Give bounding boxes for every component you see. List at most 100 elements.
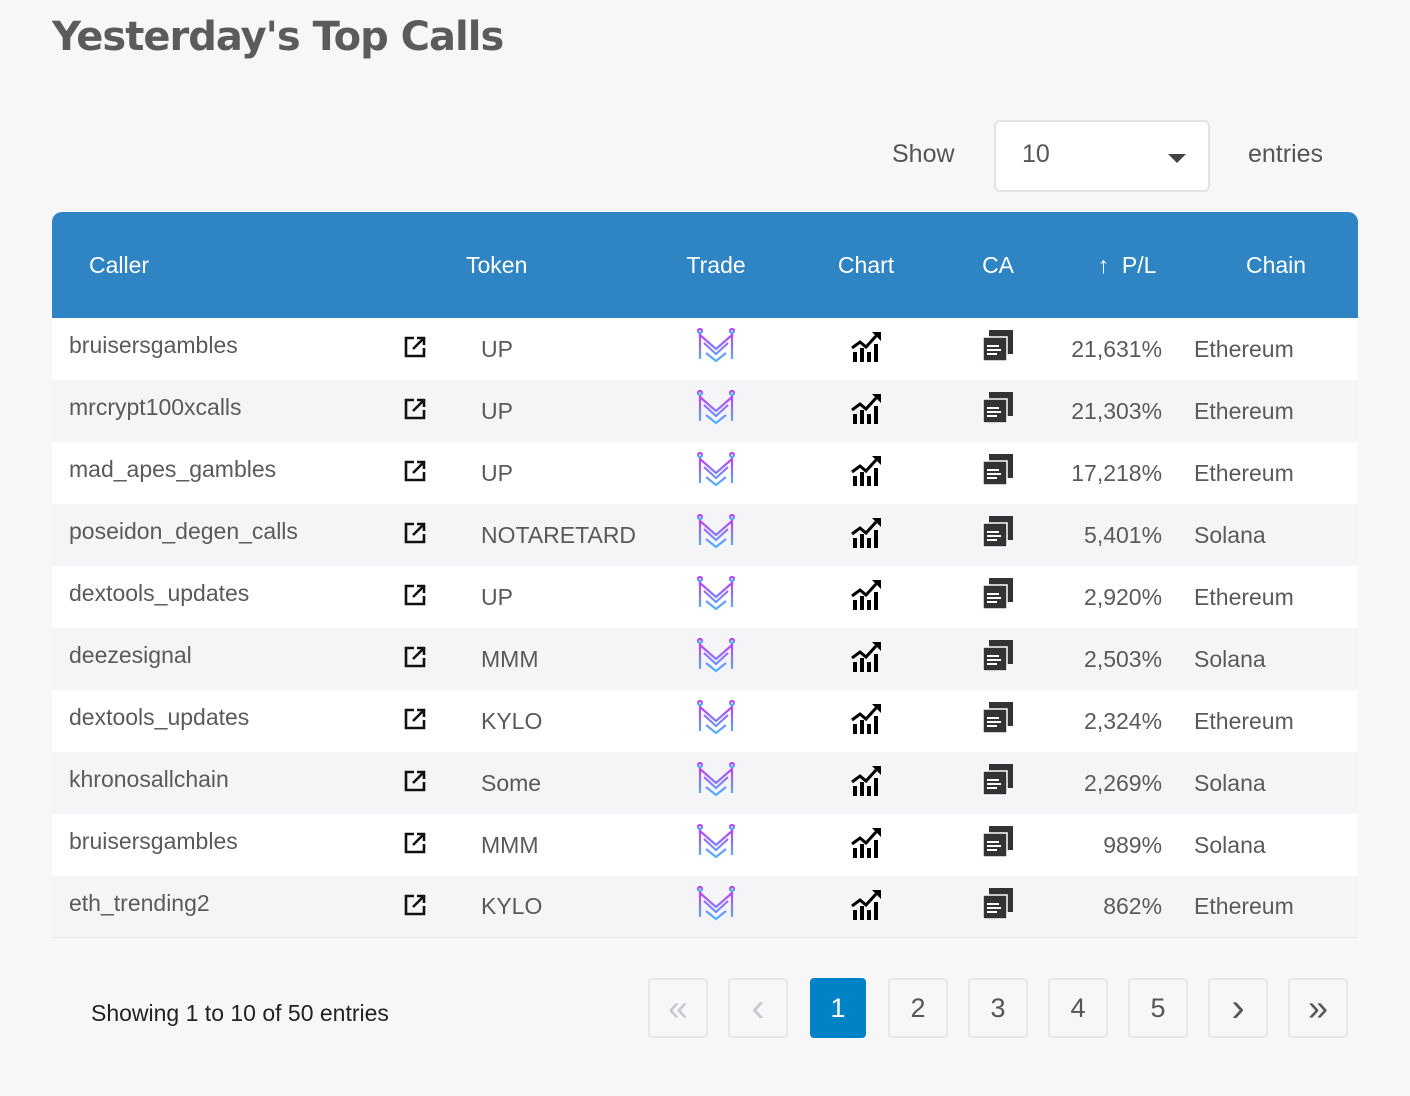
copy-ca-icon[interactable] — [936, 628, 1061, 690]
chain: Solana — [1194, 628, 1358, 690]
trade-icon[interactable] — [636, 814, 797, 876]
chart-icon[interactable] — [796, 628, 937, 690]
col-caller[interactable]: Caller — [52, 212, 426, 318]
chart-icon[interactable] — [796, 380, 937, 442]
external-link-icon[interactable] — [402, 582, 428, 614]
token: MMM — [426, 628, 637, 690]
trade-icon[interactable] — [636, 442, 797, 504]
chart-icon[interactable] — [796, 752, 937, 814]
pl-value: 2,324% — [1060, 690, 1195, 752]
chain: Solana — [1194, 504, 1358, 566]
copy-ca-icon[interactable] — [936, 690, 1061, 752]
token: KYLO — [426, 690, 637, 752]
caller-name[interactable]: dextools_updates — [69, 704, 250, 730]
chain: Solana — [1194, 814, 1358, 876]
copy-ca-icon[interactable] — [936, 442, 1061, 504]
caller-name[interactable]: deezesignal — [69, 642, 192, 668]
external-link-icon[interactable] — [402, 334, 428, 366]
col-ca[interactable]: CA — [936, 212, 1061, 318]
caller-name[interactable]: bruisersgambles — [69, 828, 238, 854]
external-link-icon[interactable] — [402, 458, 428, 490]
caller-name[interactable]: dextools_updates — [69, 580, 250, 606]
chart-icon[interactable] — [796, 504, 937, 566]
entries-label: entries — [1248, 140, 1324, 168]
external-link-icon[interactable] — [402, 396, 428, 428]
page-2-button[interactable]: 2 — [888, 978, 948, 1038]
copy-ca-icon[interactable] — [936, 876, 1061, 938]
token: UP — [426, 318, 637, 380]
token: Some — [426, 752, 637, 814]
table-row: eth_trending2 KYLO 862% Ethereum — [52, 876, 1358, 938]
chart-icon[interactable] — [796, 876, 937, 938]
col-token[interactable]: Token — [426, 212, 637, 318]
col-trade[interactable]: Trade — [636, 212, 797, 318]
chart-icon[interactable] — [796, 318, 937, 380]
token: UP — [426, 380, 637, 442]
next-page-button[interactable]: › — [1208, 978, 1268, 1038]
trade-icon[interactable] — [636, 752, 797, 814]
external-link-icon[interactable] — [402, 644, 428, 676]
page-5-button[interactable]: 5 — [1128, 978, 1188, 1038]
chart-icon[interactable] — [796, 690, 937, 752]
table-row: bruisersgambles MMM 989% Solana — [52, 814, 1358, 876]
arrow-up-icon: ↑ — [1097, 251, 1110, 278]
page-1-button[interactable]: 1 — [810, 978, 866, 1038]
entries-select[interactable]: 10 — [994, 120, 1210, 192]
trade-icon[interactable] — [636, 690, 797, 752]
prev-page-button[interactable]: ‹ — [728, 978, 788, 1038]
table-row: deezesignal MMM 2,503% Solana — [52, 628, 1358, 690]
token: UP — [426, 566, 637, 628]
trade-icon[interactable] — [636, 566, 797, 628]
col-chain[interactable]: Chain — [1194, 212, 1358, 318]
chart-icon[interactable] — [796, 566, 937, 628]
pl-value: 17,218% — [1060, 442, 1195, 504]
token: KYLO — [426, 876, 637, 938]
copy-ca-icon[interactable] — [936, 318, 1061, 380]
copy-ca-icon[interactable] — [936, 814, 1061, 876]
page-4-button[interactable]: 4 — [1048, 978, 1108, 1038]
chain: Ethereum — [1194, 876, 1358, 938]
caret-down-icon — [1168, 154, 1186, 163]
external-link-icon[interactable] — [402, 706, 428, 738]
col-chart[interactable]: Chart — [796, 212, 937, 318]
pl-value: 21,303% — [1060, 380, 1195, 442]
external-link-icon[interactable] — [402, 768, 428, 800]
pl-value: 2,503% — [1060, 628, 1195, 690]
caller-name[interactable]: mrcrypt100xcalls — [69, 394, 242, 420]
table-info: Showing 1 to 10 of 50 entries — [91, 1000, 389, 1026]
trade-icon[interactable] — [636, 380, 797, 442]
trade-icon[interactable] — [636, 504, 797, 566]
last-page-button[interactable]: » — [1288, 978, 1348, 1038]
copy-ca-icon[interactable] — [936, 504, 1061, 566]
external-link-icon[interactable] — [402, 892, 428, 924]
trade-icon[interactable] — [636, 628, 797, 690]
caller-name[interactable]: bruisersgambles — [69, 332, 238, 358]
table-row: bruisersgambles UP 21,631% Ethereum — [52, 318, 1358, 380]
chain: Ethereum — [1194, 566, 1358, 628]
trade-icon[interactable] — [636, 876, 797, 938]
caller-name[interactable]: mad_apes_gambles — [69, 456, 277, 482]
chain: Ethereum — [1194, 690, 1358, 752]
table-row: dextools_updates KYLO 2,324% Ethereum — [52, 690, 1358, 752]
chart-icon[interactable] — [796, 442, 937, 504]
external-link-icon[interactable] — [402, 830, 428, 862]
col-pl[interactable]: ↑ P/L — [1060, 212, 1195, 318]
chain: Solana — [1194, 752, 1358, 814]
external-link-icon[interactable] — [402, 520, 428, 552]
first-page-button[interactable]: « — [648, 978, 708, 1038]
page-3-button[interactable]: 3 — [968, 978, 1028, 1038]
copy-ca-icon[interactable] — [936, 380, 1061, 442]
pl-value: 2,920% — [1060, 566, 1195, 628]
caller-name[interactable]: khronosallchain — [69, 766, 229, 792]
copy-ca-icon[interactable] — [936, 752, 1061, 814]
trade-icon[interactable] — [636, 318, 797, 380]
chart-icon[interactable] — [796, 814, 937, 876]
copy-ca-icon[interactable] — [936, 566, 1061, 628]
table-row: mad_apes_gambles UP 17,218% Ethereum — [52, 442, 1358, 504]
token: NOTARETARD — [426, 504, 637, 566]
pl-value: 2,269% — [1060, 752, 1195, 814]
table-row: mrcrypt100xcalls UP 21,303% Ethereum — [52, 380, 1358, 442]
caller-name[interactable]: eth_trending2 — [69, 889, 210, 916]
table-row: dextools_updates UP 2,920% Ethereum — [52, 566, 1358, 628]
caller-name[interactable]: poseidon_degen_calls — [69, 518, 298, 544]
